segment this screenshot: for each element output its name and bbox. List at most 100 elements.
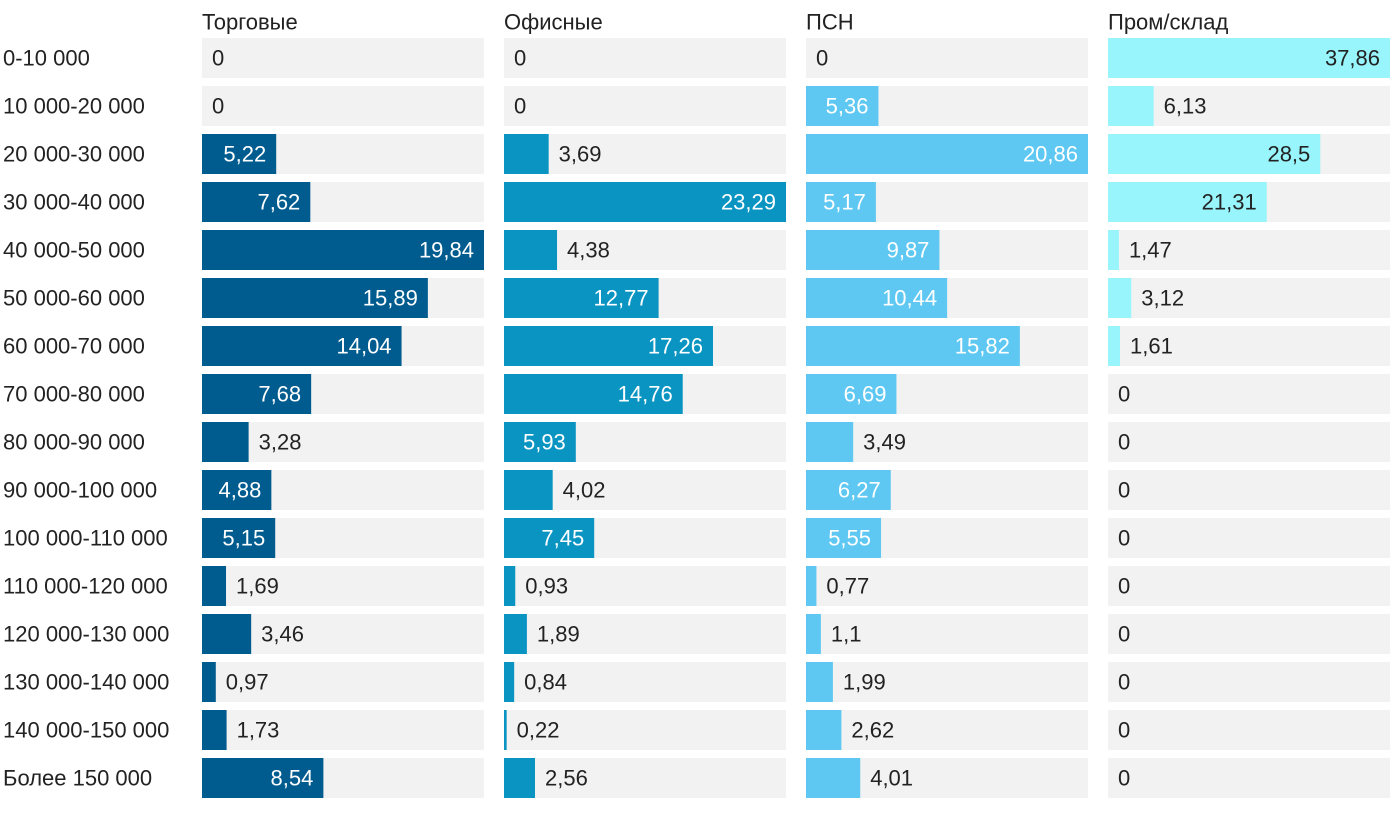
data-label: 0	[1118, 478, 1130, 503]
bar	[1108, 134, 1321, 174]
data-label: 5,15	[222, 526, 265, 551]
data-label: 0	[1118, 622, 1130, 647]
bar	[806, 278, 948, 318]
bar-track	[504, 566, 786, 606]
bar-track	[1108, 710, 1390, 750]
data-label: 19,84	[419, 238, 474, 263]
row-label: Более 150 000	[3, 766, 152, 791]
bar	[806, 422, 854, 462]
data-label: 0,93	[525, 574, 568, 599]
data-label: 0	[212, 94, 224, 119]
data-label: 5,55	[828, 526, 871, 551]
data-label: 1,89	[537, 622, 580, 647]
data-label: 0,97	[226, 670, 269, 695]
data-label: 0	[1118, 718, 1130, 743]
data-label: 0,84	[524, 670, 567, 695]
bar-track	[806, 566, 1088, 606]
bar	[1108, 230, 1119, 270]
bar	[1108, 182, 1267, 222]
bar	[202, 422, 249, 462]
data-label: 1,47	[1129, 238, 1172, 263]
bar	[504, 230, 558, 270]
bar	[504, 422, 576, 462]
bar	[504, 470, 553, 510]
data-label: 15,82	[955, 334, 1010, 359]
bar-track	[1108, 662, 1390, 702]
row-label: 120 000-130 000	[3, 622, 169, 647]
data-label: 7,45	[541, 526, 584, 551]
data-label: 6,69	[844, 382, 887, 407]
data-label: 1,1	[831, 622, 862, 647]
bar-track	[202, 710, 484, 750]
data-label: 17,26	[648, 334, 703, 359]
bar	[504, 518, 595, 558]
data-label: 4,38	[567, 238, 610, 263]
bar	[504, 374, 683, 414]
bar-track	[806, 614, 1088, 654]
bar	[806, 326, 1020, 366]
data-label: 0	[1118, 670, 1130, 695]
bar	[202, 326, 402, 366]
bar-track	[1108, 374, 1390, 414]
bar	[202, 134, 277, 174]
bar-track	[806, 662, 1088, 702]
data-label: 37,86	[1325, 46, 1380, 71]
bar	[806, 758, 861, 798]
bar-track	[1108, 422, 1390, 462]
bar	[202, 182, 311, 222]
data-label: 7,68	[258, 382, 301, 407]
bar	[202, 278, 428, 318]
bar	[806, 134, 1088, 174]
data-label: 6,27	[838, 478, 881, 503]
bar-track	[504, 758, 786, 798]
bar-track	[1108, 758, 1390, 798]
data-label: 5,22	[223, 142, 266, 167]
row-label: 0-10 000	[3, 46, 90, 71]
bar	[202, 374, 312, 414]
data-label: 2,62	[851, 718, 894, 743]
bar-track	[1108, 278, 1390, 318]
data-label: 3,12	[1141, 286, 1184, 311]
bar	[806, 470, 891, 510]
bar	[806, 230, 940, 270]
data-label: 0	[514, 46, 526, 71]
bar	[504, 566, 516, 606]
bar	[1108, 86, 1154, 126]
bar	[806, 86, 879, 126]
data-label: 1,69	[236, 574, 279, 599]
bar	[202, 230, 484, 270]
data-label: 3,69	[559, 142, 602, 167]
bar	[202, 758, 324, 798]
bar-track	[504, 614, 786, 654]
bar-track	[504, 134, 786, 174]
row-label: 130 000-140 000	[3, 670, 169, 695]
bar	[202, 662, 216, 702]
data-label: 5,17	[823, 190, 866, 215]
bar-track	[202, 662, 484, 702]
bar	[202, 710, 227, 750]
bar-track	[1108, 86, 1390, 126]
bar	[202, 470, 272, 510]
data-label: 14,04	[336, 334, 391, 359]
bar-track	[202, 422, 484, 462]
data-label: 1,73	[237, 718, 280, 743]
bar	[806, 374, 897, 414]
row-label: 140 000-150 000	[3, 718, 169, 743]
row-label: 40 000-50 000	[3, 238, 145, 263]
row-label: 100 000-110 000	[3, 526, 168, 551]
data-label: 1,61	[1130, 334, 1173, 359]
data-label: 4,88	[219, 478, 262, 503]
row-label: 90 000-100 000	[3, 478, 157, 503]
bar-track	[504, 38, 786, 78]
bar	[806, 518, 882, 558]
bar	[806, 182, 876, 222]
bar	[504, 182, 786, 222]
bar	[504, 758, 535, 798]
panel-title: Торговые	[202, 10, 298, 35]
data-label: 8,54	[271, 766, 314, 791]
data-label: 0	[514, 94, 526, 119]
bar-track	[1108, 326, 1390, 366]
bar-track	[1108, 518, 1390, 558]
bar-track	[1108, 566, 1390, 606]
